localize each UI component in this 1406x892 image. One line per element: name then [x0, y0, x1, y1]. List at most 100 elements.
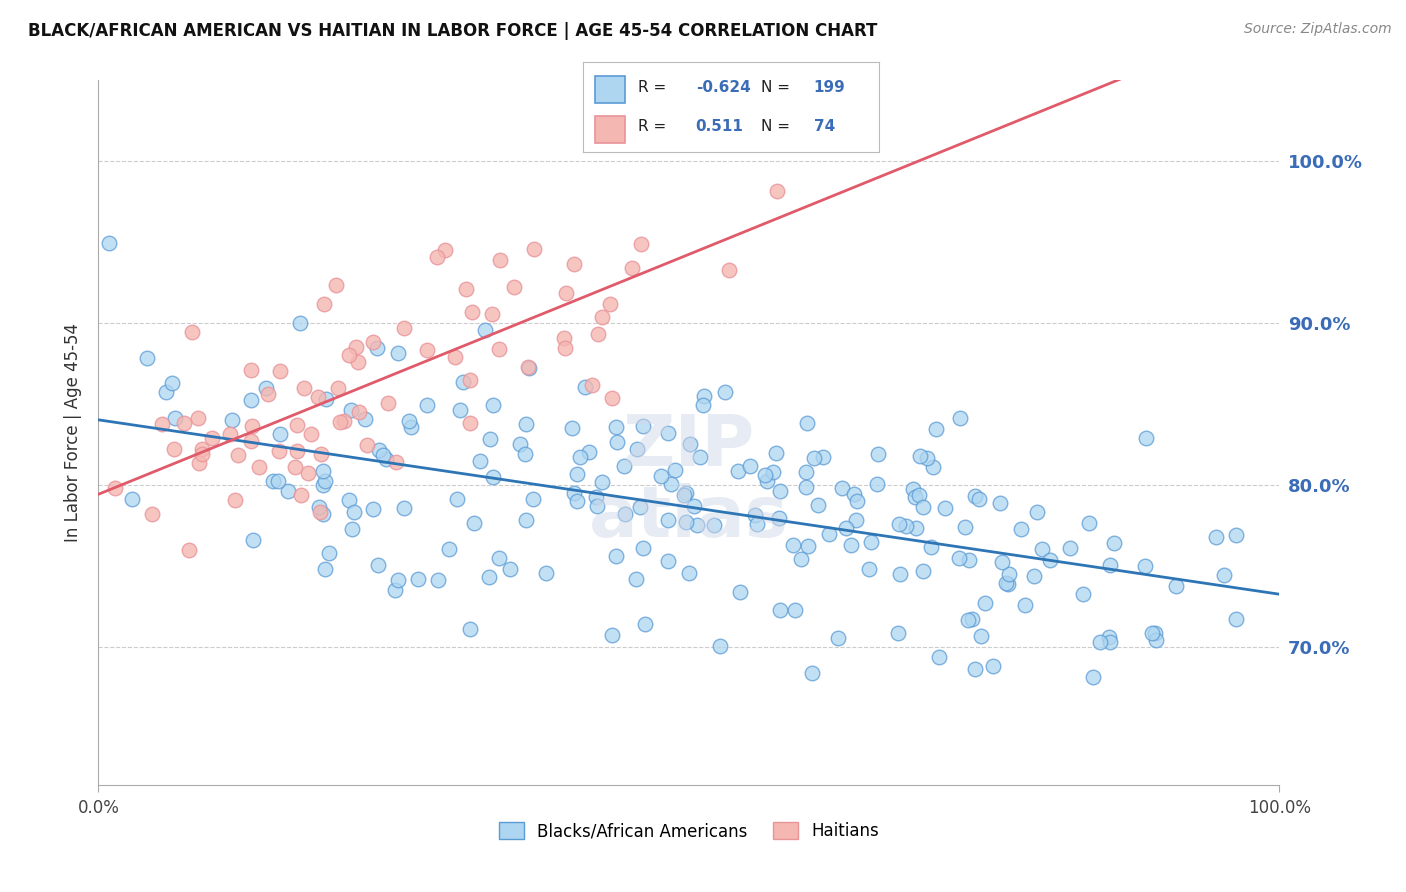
- Point: [247, 459, 270, 474]
- Point: [226, 448, 249, 462]
- Point: [299, 427, 322, 442]
- Point: [1071, 587, 1094, 601]
- Text: BLACK/AFRICAN AMERICAN VS HAITIAN IN LABOR FORCE | AGE 45-54 CORRELATION CHART: BLACK/AFRICAN AMERICAN VS HAITIAN IN LAB…: [28, 22, 877, 40]
- Point: [509, 437, 531, 451]
- Point: [578, 445, 600, 459]
- Point: [889, 516, 911, 531]
- Point: [478, 570, 501, 584]
- Point: [433, 243, 456, 257]
- Point: [406, 572, 429, 586]
- Point: [155, 384, 177, 399]
- Point: [1205, 530, 1227, 544]
- Point: [121, 491, 143, 506]
- Point: [887, 625, 910, 640]
- Point: [1014, 598, 1036, 612]
- Point: [314, 562, 336, 576]
- Text: 74: 74: [814, 120, 835, 134]
- Point: [416, 397, 439, 411]
- Point: [709, 639, 731, 653]
- Text: 199: 199: [814, 80, 845, 95]
- Point: [287, 417, 309, 432]
- Point: [842, 487, 865, 501]
- Point: [361, 502, 384, 516]
- Point: [988, 496, 1011, 510]
- Point: [803, 451, 825, 466]
- Point: [1146, 633, 1168, 648]
- Point: [606, 435, 628, 450]
- Point: [343, 505, 366, 519]
- Point: [659, 476, 682, 491]
- Point: [605, 419, 627, 434]
- Point: [328, 381, 350, 395]
- Point: [257, 387, 280, 401]
- Point: [859, 535, 882, 549]
- Point: [474, 323, 496, 337]
- Point: [1135, 431, 1157, 445]
- Point: [481, 307, 503, 321]
- Point: [163, 410, 186, 425]
- Point: [630, 236, 652, 251]
- Point: [515, 417, 537, 431]
- Point: [160, 376, 183, 391]
- Point: [957, 614, 980, 628]
- Point: [574, 380, 596, 394]
- Point: [219, 427, 242, 442]
- Point: [965, 662, 987, 676]
- Point: [377, 395, 399, 409]
- Point: [682, 499, 704, 513]
- Point: [605, 549, 627, 563]
- Point: [834, 521, 856, 535]
- Point: [858, 562, 880, 576]
- Point: [242, 533, 264, 547]
- Point: [478, 432, 501, 446]
- Point: [553, 331, 575, 345]
- Point: [730, 585, 752, 599]
- Point: [461, 304, 484, 318]
- Point: [458, 623, 481, 637]
- Point: [561, 421, 583, 435]
- Point: [437, 542, 460, 557]
- Point: [905, 521, 928, 535]
- Point: [468, 454, 491, 468]
- Point: [1164, 579, 1187, 593]
- Point: [1098, 631, 1121, 645]
- Point: [765, 446, 787, 460]
- Point: [277, 484, 299, 499]
- Point: [762, 466, 785, 480]
- Point: [392, 321, 415, 335]
- Bar: [595, 76, 624, 103]
- Point: [221, 413, 243, 427]
- Point: [981, 658, 1004, 673]
- Text: atlas: atlas: [589, 483, 789, 551]
- Point: [997, 577, 1019, 591]
- Point: [363, 335, 385, 350]
- Point: [1039, 553, 1062, 567]
- Point: [657, 554, 679, 568]
- Text: Source: ZipAtlas.com: Source: ZipAtlas.com: [1244, 22, 1392, 37]
- Point: [1081, 669, 1104, 683]
- Y-axis label: In Labor Force | Age 45-54: In Labor Force | Age 45-54: [65, 323, 83, 542]
- Point: [904, 490, 927, 504]
- Point: [755, 474, 778, 488]
- Point: [678, 566, 700, 581]
- Point: [98, 235, 121, 250]
- Point: [928, 649, 950, 664]
- Point: [488, 252, 510, 267]
- Point: [568, 450, 591, 465]
- Point: [974, 595, 997, 609]
- Point: [634, 617, 657, 632]
- Point: [949, 411, 972, 425]
- Point: [901, 483, 924, 497]
- Point: [1140, 626, 1163, 640]
- Point: [297, 466, 319, 480]
- Point: [565, 493, 588, 508]
- Point: [796, 416, 818, 430]
- Point: [344, 340, 367, 354]
- Point: [173, 416, 195, 430]
- Point: [337, 493, 360, 508]
- Point: [254, 381, 277, 395]
- Point: [650, 469, 672, 483]
- Point: [679, 437, 702, 451]
- Point: [449, 402, 471, 417]
- Point: [910, 449, 932, 463]
